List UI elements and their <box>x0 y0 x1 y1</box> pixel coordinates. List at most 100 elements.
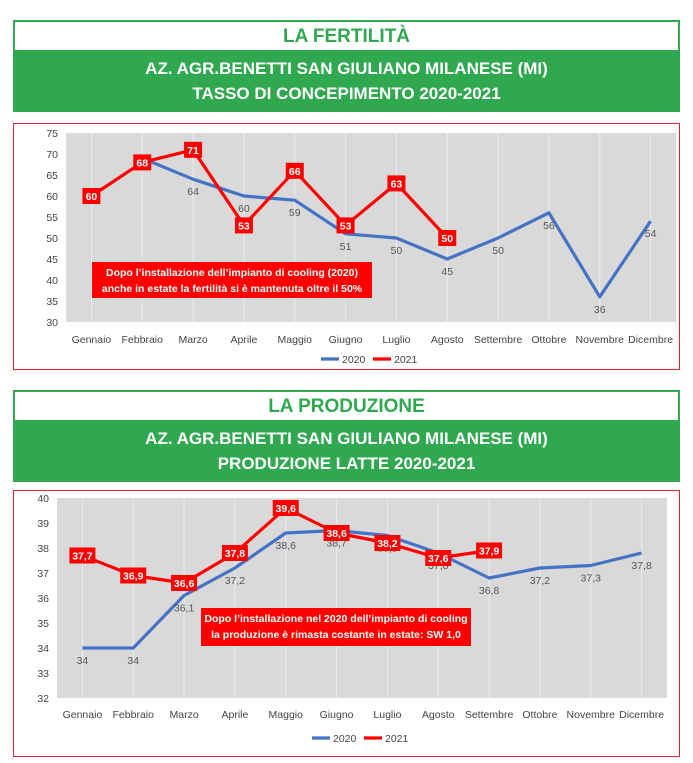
series-2021-data-label: 38,6 <box>326 528 347 540</box>
series-2020-data-label: 38,6 <box>276 540 297 552</box>
series-2020-data-label: 37,3 <box>581 573 602 585</box>
series-2021-label-box <box>69 547 96 564</box>
y-tick-label: 35 <box>46 296 58 308</box>
series-2020-data-label: 50 <box>492 245 504 257</box>
series-2020-data-label: 54 <box>645 228 657 240</box>
chart-frame-fertilita: 30 35 40 45 50 55 60 65 70 75 Gennaio Febbraio Marzo… <box>13 123 680 370</box>
x-tick-label: Agosto <box>431 334 464 346</box>
series-2020-line <box>141 156 652 299</box>
y-tick-label: 35 <box>37 618 49 630</box>
x-tick-label: Marzo <box>178 334 207 346</box>
fertility-chart: 30 35 40 45 50 55 60 65 70 75 Gennaio Febbraio Marzo… <box>46 128 676 366</box>
x-tick-label: Novembre <box>576 334 625 346</box>
x-tick-label: Dicembre <box>628 334 673 346</box>
x-tick-label: Agosto <box>422 709 455 721</box>
legend-2021-label: 2021 <box>394 354 418 366</box>
banner-produzione: AZ. AGR.BENETTI SAN GIULIANO MILANESE (M… <box>13 420 680 482</box>
series-2021-label-box <box>285 162 304 179</box>
series-2021-label-box <box>171 575 198 591</box>
series-2021-label-box <box>438 230 457 246</box>
series-2020-data-label: 51 <box>340 241 352 253</box>
series-2021-data-label: 53 <box>238 220 250 232</box>
series-2021-data-label: 37,6 <box>428 553 449 565</box>
series-2021-label-box <box>184 141 203 158</box>
series-2021-label-box <box>272 500 299 516</box>
series-2020-data-label: 45 <box>441 266 453 278</box>
x-tick-label: Ottobre <box>531 334 566 346</box>
x-tick-label: Novembre <box>567 709 616 721</box>
y-tick-label: 60 <box>46 191 58 203</box>
x-tick-label: Settembre <box>465 709 514 721</box>
y-tick-label: 32 <box>37 693 49 705</box>
banner-line-1: AZ. AGR.BENETTI SAN GIULIANO MILANESE (M… <box>145 429 548 448</box>
series-2021-label-box <box>387 175 406 192</box>
series-2021-data-label: 39,6 <box>276 503 297 515</box>
x-tick-label: Dicembre <box>619 709 664 721</box>
y-tick-label: 34 <box>37 643 49 655</box>
x-tick-label: Febbraio <box>113 709 155 721</box>
x-tick-label: Luglio <box>382 334 410 346</box>
banner-fertilita: AZ. AGR.BENETTI SAN GIULIANO MILANESE (M… <box>13 50 680 112</box>
series-2021-label-box <box>221 545 248 561</box>
banner-line-1: AZ. AGR.BENETTI SAN GIULIANO MILANESE (M… <box>145 59 548 78</box>
y-tick-label: 65 <box>46 170 58 182</box>
series-2021-data-label: 37,9 <box>479 546 500 558</box>
series-2021-data-label: 68 <box>136 157 148 169</box>
series-2021-label-box <box>374 535 401 551</box>
section-title-produzione: LA PRODUZIONE <box>13 390 680 424</box>
series-2021-data-label: 37,8 <box>225 548 246 560</box>
y-tick-label: 39 <box>37 518 49 530</box>
y-tick-label: 37 <box>37 568 49 580</box>
y-tick-label: 36 <box>37 593 49 605</box>
series-2020-data-label: 37,2 <box>225 575 246 587</box>
y-tick-label: 40 <box>37 493 49 505</box>
series-2021-label-box <box>133 154 152 171</box>
annotation-text: Dopo l’installazione dell’impianto di co… <box>106 267 358 279</box>
x-tick-label: Maggio <box>269 709 304 721</box>
series-2020-data-label: 56 <box>543 220 555 232</box>
series-2020-data-label: 36 <box>594 304 606 316</box>
x-tick-label: Giugno <box>320 709 354 721</box>
banner-line-2: TASSO DI CONCEPIMENTO 2020-2021 <box>192 84 501 103</box>
x-tick-label: Giugno <box>329 334 363 346</box>
section-title-fertilita: LA FERTILITÀ <box>13 20 680 54</box>
series-2021-data-label: 36,9 <box>123 571 144 583</box>
plot-area <box>57 498 667 698</box>
y-tick-label: 30 <box>46 317 58 329</box>
x-tick-label: Gennaio <box>72 334 112 346</box>
annotation-box <box>92 262 372 298</box>
series-2021-data-label: 36,6 <box>174 578 195 590</box>
y-tick-label: 45 <box>46 254 58 266</box>
series-2021-label-box <box>120 567 147 584</box>
y-tick-label: 40 <box>46 275 58 287</box>
milk-production-chart: 32 33 34 35 36 37 38 39 40 Gennaio Febbraio Marzo Ap… <box>37 493 667 745</box>
annotation-text: anche in estate la fertilità si è manten… <box>102 283 363 295</box>
annotation-box <box>201 608 471 646</box>
annotation-text: la produzione è rimasta costante in esta… <box>211 629 461 641</box>
series-2021-data-label: 50 <box>441 233 453 245</box>
x-tick-label: Ottobre <box>522 709 557 721</box>
y-tick-label: 50 <box>46 233 58 245</box>
series-2020-data-label: 59 <box>289 207 301 219</box>
series-2021-label-box <box>425 550 452 566</box>
x-tick-label: Gennaio <box>63 709 103 721</box>
legend-2020-label: 2020 <box>342 354 366 366</box>
x-tick-label: Febbraio <box>122 334 164 346</box>
series-2020-data-label: 64 <box>187 186 199 198</box>
series-2021-label-box <box>82 188 101 204</box>
x-tick-label: Aprile <box>221 709 248 721</box>
series-2021-data-label: 66 <box>289 166 301 178</box>
series-2021-data-label: 38,2 <box>377 538 398 550</box>
legend-2021-label: 2021 <box>385 733 409 745</box>
series-2020-data-label: 37,2 <box>530 575 551 587</box>
series-2021-label-box <box>476 542 503 559</box>
x-tick-label: Aprile <box>230 334 257 346</box>
series-2020-data-label: 36,8 <box>479 585 500 597</box>
series-2021-data-label: 37,7 <box>72 551 93 563</box>
series-2020-data-label: 34 <box>127 655 139 667</box>
x-tick-label: Maggio <box>278 334 313 346</box>
series-2021-data-label: 63 <box>391 178 403 190</box>
banner-line-2: PRODUZIONE LATTE 2020-2021 <box>217 454 476 473</box>
x-tick-label: Luglio <box>373 709 401 721</box>
series-2021-data-label: 71 <box>187 145 199 157</box>
